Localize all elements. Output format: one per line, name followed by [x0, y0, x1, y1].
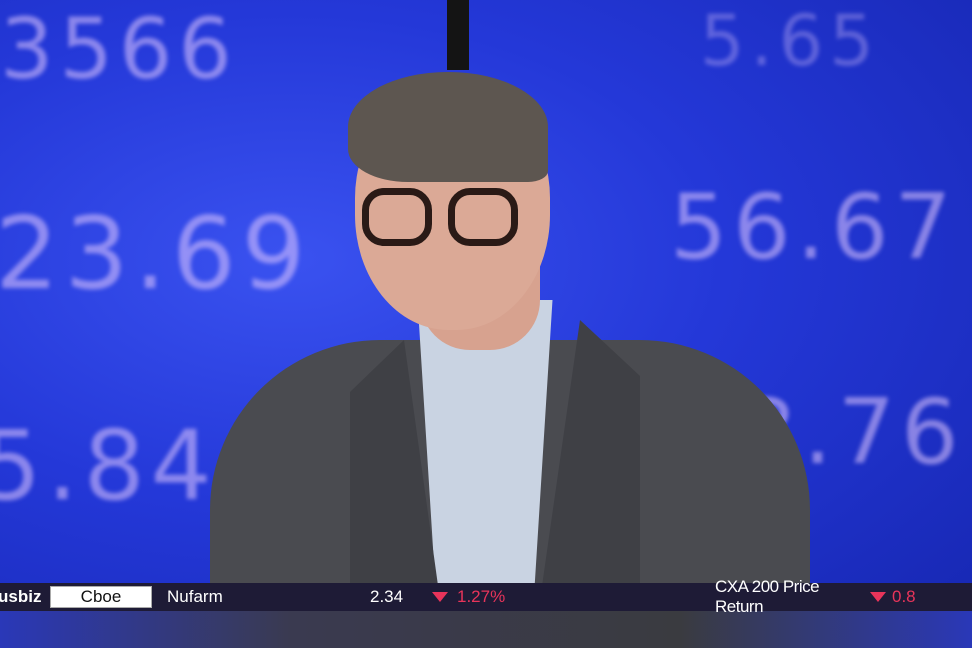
glasses	[362, 188, 532, 250]
down-arrow-icon	[432, 592, 448, 602]
background-number: 5.65	[700, 0, 880, 82]
background-number: 3566	[0, 0, 238, 98]
lower-background	[0, 611, 972, 648]
background-number: 5.84	[0, 410, 218, 522]
channel-brand: usbiz	[0, 587, 42, 606]
sponsor-logo: Cboe	[50, 586, 152, 608]
hair	[348, 72, 548, 182]
ticker-change: 1.27%	[457, 587, 506, 606]
ticker-price: 2.34	[370, 587, 404, 606]
studio-pillar	[447, 0, 469, 70]
background-number: 23.69	[0, 195, 312, 312]
stock-ticker: usbiz Cboe Nufarm 2.34 1.27% CXA 200 Pri…	[0, 577, 972, 616]
background-number: 56.67	[670, 175, 958, 280]
ticker-stock-name: CXA 200 Price Return	[715, 577, 820, 616]
ticker-change: 0.8	[892, 587, 916, 606]
down-arrow-icon	[870, 592, 886, 602]
ticker-stock-name: Nufarm	[167, 587, 223, 606]
